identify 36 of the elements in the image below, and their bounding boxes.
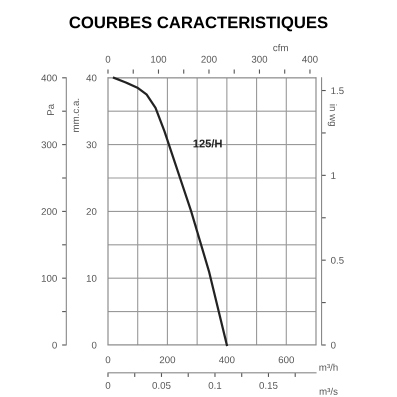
x-tick-label: 600 <box>278 356 294 364</box>
text: m³/s <box>320 388 338 395</box>
y3-tick-label: 0 <box>52 342 57 349</box>
y-tick-label: 30 <box>86 141 96 148</box>
text: 0.1 <box>208 382 222 389</box>
chart-title: COURBES CARACTERISTIQUES <box>70 16 328 32</box>
x-tick-label: 0 <box>106 356 110 364</box>
y-tick-label: 10 <box>86 274 96 282</box>
text: 0.05 <box>152 382 171 389</box>
x2-tick-label: 0 <box>106 56 110 63</box>
y3-tick-label: 400 <box>41 74 57 82</box>
y-tick-label: 0 <box>92 342 96 349</box>
y3-tick-label: 200 <box>42 208 57 216</box>
y2-tick-label: 0 <box>330 342 336 349</box>
x2-tick-label: 200 <box>201 56 217 63</box>
y2-tick-label: 0.5 <box>330 256 344 264</box>
y3-tick-label: 300 <box>41 141 57 148</box>
x2-tick-label: 100 <box>151 56 166 63</box>
y-tick-label: 20 <box>86 208 96 216</box>
y2-axis-title: in wg <box>328 104 337 126</box>
x-tick-label: 200 <box>160 356 176 364</box>
y3-axis-title: Pa <box>47 104 54 116</box>
y2-tick-label: 1 <box>331 172 336 179</box>
x2-axis-title: cfm <box>273 44 288 52</box>
x2-tick-label: 300 <box>252 56 268 63</box>
y3-tick-label: 100 <box>42 274 57 282</box>
text: 125/H <box>194 139 222 148</box>
x-tick-label: 400 <box>218 356 235 364</box>
y-tick-label: 40 <box>86 74 96 82</box>
y-axis-title: mm.c.a. <box>74 98 80 132</box>
x-axis-title: m³/h <box>319 364 338 371</box>
line-series <box>112 76 228 346</box>
text: 0.15 <box>259 382 278 389</box>
x2-tick-label: 400 <box>302 56 318 63</box>
text: 0 <box>106 382 110 389</box>
y2-tick-label: 1.5 <box>331 87 344 94</box>
